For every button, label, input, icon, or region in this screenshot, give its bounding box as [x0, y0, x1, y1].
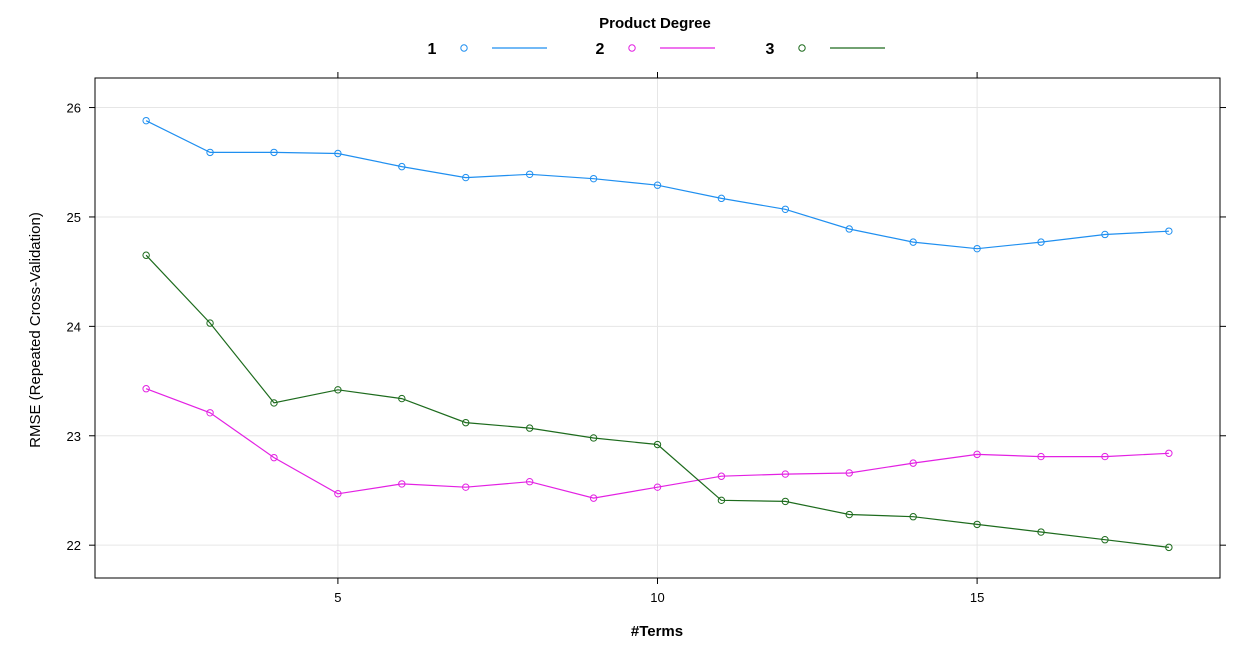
data-point [1165, 449, 1173, 457]
legend: Product Degree 1 2 3 [428, 15, 885, 58]
data-point [398, 162, 406, 171]
series-line-1 [145, 120, 1169, 250]
series-1 [142, 116, 1173, 253]
data-point [398, 394, 406, 403]
data-point [270, 399, 278, 407]
data-point [781, 497, 790, 506]
y-tick-label: 23 [67, 429, 81, 444]
data-point [206, 148, 214, 157]
data-point [973, 244, 981, 253]
data-point [653, 181, 662, 189]
x-tick-label: 15 [970, 590, 984, 605]
data-point [589, 174, 598, 183]
series-line-2 [145, 388, 1169, 499]
data-point [717, 194, 726, 203]
grid-lines [95, 78, 1220, 578]
y-tick-label: 22 [67, 538, 81, 553]
legend-marker [628, 44, 636, 52]
series-3 [142, 251, 1173, 552]
data-point [717, 496, 726, 505]
data-point [909, 513, 917, 521]
data-point [1037, 528, 1045, 536]
data-point [1165, 227, 1173, 235]
data-point [973, 450, 981, 459]
data-point [781, 470, 790, 478]
legend-marker [460, 44, 468, 52]
data-point [525, 424, 534, 432]
data-point [909, 238, 917, 246]
y-tick-label: 26 [67, 101, 81, 116]
data-point [206, 319, 214, 327]
data-point [270, 148, 278, 157]
data-point [589, 434, 598, 442]
data-point [1101, 536, 1109, 544]
data-point [1037, 238, 1045, 246]
series-lines [142, 116, 1173, 552]
x-tick-label: 5 [334, 590, 341, 605]
data-point [525, 170, 534, 178]
data-point [334, 490, 342, 498]
data-point [909, 459, 917, 467]
data-point [845, 225, 853, 233]
data-point [781, 205, 790, 213]
legend-entry-label: 3 [766, 41, 775, 58]
data-point [845, 469, 853, 477]
data-point [717, 472, 726, 480]
data-point [334, 149, 342, 158]
data-point [334, 386, 342, 394]
data-point [589, 494, 598, 502]
data-point [1165, 543, 1173, 552]
data-point [845, 510, 853, 519]
y-tick-label: 24 [67, 319, 81, 334]
data-point [653, 440, 662, 449]
data-point [142, 116, 150, 125]
data-point [398, 480, 406, 488]
series-line-3 [145, 254, 1169, 548]
legend-title: Product Degree [599, 15, 711, 32]
data-point [653, 483, 662, 491]
x-tick-label: 10 [650, 590, 664, 605]
data-point [1101, 452, 1109, 461]
data-point [142, 385, 150, 393]
legend-entry-label: 2 [596, 41, 605, 58]
y-tick-label: 25 [67, 210, 81, 225]
data-point [206, 409, 214, 417]
axis-ticks: 5 10 15 22 23 24 25 26 [67, 72, 1226, 605]
data-point [1037, 452, 1045, 461]
data-point [142, 251, 150, 259]
x-axis-title: #Terms [631, 623, 683, 640]
data-point [1101, 230, 1109, 239]
data-point [462, 173, 470, 182]
data-point [973, 520, 981, 529]
data-point [525, 478, 534, 486]
data-point [270, 453, 278, 462]
series-2 [142, 385, 1173, 502]
data-point [462, 418, 470, 427]
y-axis-title: RMSE (Repeated Cross-Validation) [27, 212, 44, 448]
data-point [462, 483, 470, 491]
legend-marker [798, 44, 806, 52]
legend-entry-label: 1 [428, 41, 437, 58]
